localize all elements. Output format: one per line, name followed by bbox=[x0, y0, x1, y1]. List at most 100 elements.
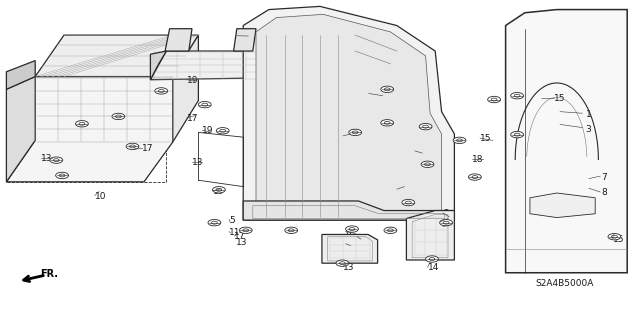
Circle shape bbox=[79, 122, 85, 125]
Circle shape bbox=[440, 219, 452, 226]
Circle shape bbox=[492, 98, 497, 101]
Circle shape bbox=[349, 129, 362, 136]
Polygon shape bbox=[406, 211, 454, 260]
Circle shape bbox=[443, 221, 449, 224]
Text: 8: 8 bbox=[602, 189, 607, 197]
Circle shape bbox=[115, 115, 122, 118]
Circle shape bbox=[288, 229, 294, 232]
Text: 15: 15 bbox=[554, 94, 566, 103]
Text: 17: 17 bbox=[187, 114, 198, 123]
Circle shape bbox=[340, 262, 346, 265]
Circle shape bbox=[384, 122, 390, 124]
Circle shape bbox=[406, 201, 412, 204]
Circle shape bbox=[59, 174, 65, 177]
Circle shape bbox=[129, 145, 136, 148]
Circle shape bbox=[158, 90, 164, 93]
Polygon shape bbox=[322, 234, 378, 263]
Circle shape bbox=[515, 133, 520, 136]
Circle shape bbox=[349, 228, 355, 230]
Text: 19: 19 bbox=[202, 126, 214, 135]
Text: 19: 19 bbox=[213, 187, 225, 196]
Text: FR.: FR. bbox=[40, 269, 58, 279]
Text: 18: 18 bbox=[472, 155, 484, 164]
Polygon shape bbox=[6, 61, 35, 89]
Text: 1: 1 bbox=[586, 110, 591, 119]
Text: 4: 4 bbox=[443, 223, 449, 232]
Circle shape bbox=[511, 93, 524, 99]
Circle shape bbox=[381, 120, 394, 126]
Polygon shape bbox=[150, 51, 166, 80]
Circle shape bbox=[402, 199, 415, 206]
Circle shape bbox=[216, 128, 229, 134]
Text: 20: 20 bbox=[397, 185, 408, 194]
Polygon shape bbox=[6, 77, 35, 182]
Circle shape bbox=[243, 229, 248, 232]
Polygon shape bbox=[165, 29, 192, 51]
Circle shape bbox=[612, 235, 617, 238]
Polygon shape bbox=[234, 29, 256, 51]
Circle shape bbox=[423, 125, 429, 128]
Text: 17: 17 bbox=[234, 232, 246, 241]
Circle shape bbox=[384, 227, 397, 234]
Text: S2A4B5000A: S2A4B5000A bbox=[535, 279, 593, 288]
Circle shape bbox=[285, 227, 298, 234]
Circle shape bbox=[239, 227, 252, 234]
Text: 13: 13 bbox=[343, 263, 355, 271]
Text: 15: 15 bbox=[480, 134, 492, 143]
Text: 14: 14 bbox=[428, 263, 439, 272]
Circle shape bbox=[488, 96, 500, 103]
Circle shape bbox=[336, 260, 349, 266]
Polygon shape bbox=[243, 6, 454, 220]
Circle shape bbox=[202, 103, 207, 106]
Text: 13: 13 bbox=[343, 132, 355, 141]
Text: 9: 9 bbox=[248, 32, 254, 41]
Text: 6: 6 bbox=[346, 228, 351, 237]
Circle shape bbox=[421, 161, 434, 167]
Circle shape bbox=[56, 172, 68, 179]
Circle shape bbox=[453, 137, 466, 144]
Polygon shape bbox=[173, 35, 198, 142]
Circle shape bbox=[515, 94, 520, 97]
Circle shape bbox=[76, 121, 88, 127]
Text: 17: 17 bbox=[361, 235, 372, 244]
Circle shape bbox=[112, 113, 125, 120]
Circle shape bbox=[608, 234, 621, 240]
Polygon shape bbox=[256, 14, 442, 219]
Text: 2: 2 bbox=[443, 209, 449, 218]
Text: 15: 15 bbox=[613, 235, 625, 244]
Circle shape bbox=[208, 219, 221, 226]
Circle shape bbox=[419, 123, 432, 130]
Polygon shape bbox=[150, 45, 342, 80]
Circle shape bbox=[353, 131, 358, 134]
Text: 16: 16 bbox=[415, 147, 426, 156]
Circle shape bbox=[211, 221, 218, 224]
Circle shape bbox=[198, 101, 211, 108]
Circle shape bbox=[50, 157, 63, 163]
Text: 10: 10 bbox=[95, 192, 106, 201]
Circle shape bbox=[472, 175, 477, 178]
Text: 12: 12 bbox=[346, 240, 357, 249]
Text: 19: 19 bbox=[187, 76, 198, 85]
Circle shape bbox=[53, 159, 59, 161]
Circle shape bbox=[220, 130, 225, 132]
Polygon shape bbox=[6, 77, 173, 182]
Text: 13: 13 bbox=[41, 154, 52, 163]
Circle shape bbox=[468, 174, 481, 180]
Circle shape bbox=[381, 86, 394, 93]
Polygon shape bbox=[243, 201, 454, 220]
Text: 20: 20 bbox=[369, 90, 380, 99]
Circle shape bbox=[346, 226, 358, 232]
Text: 15: 15 bbox=[440, 218, 452, 227]
Circle shape bbox=[457, 139, 463, 142]
Text: 7: 7 bbox=[602, 173, 607, 182]
Text: 13: 13 bbox=[192, 158, 204, 167]
Text: 17: 17 bbox=[142, 144, 154, 153]
Text: 3: 3 bbox=[586, 125, 591, 134]
Text: 5: 5 bbox=[229, 216, 235, 225]
Circle shape bbox=[425, 163, 431, 166]
Text: 11: 11 bbox=[229, 228, 241, 237]
Circle shape bbox=[429, 258, 435, 260]
Circle shape bbox=[384, 88, 390, 91]
Circle shape bbox=[388, 229, 393, 232]
Circle shape bbox=[126, 143, 139, 150]
